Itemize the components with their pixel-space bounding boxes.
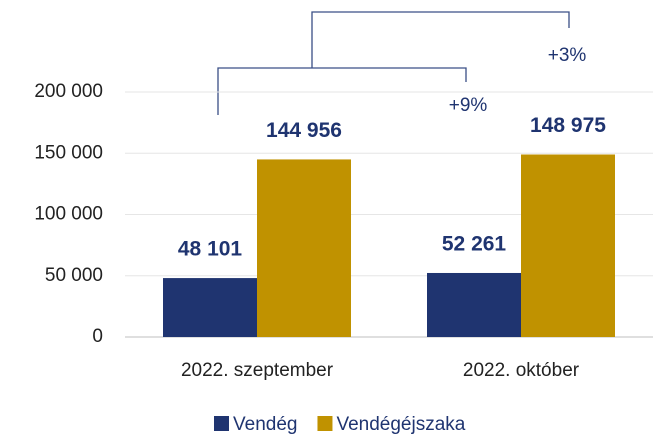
bar <box>427 272 521 337</box>
legend-label: Vendég <box>233 414 297 435</box>
x-tick-label: 2022. október <box>463 360 580 381</box>
value-label: 52 261 <box>442 233 507 256</box>
legend-swatch <box>317 416 333 431</box>
bar <box>257 159 351 337</box>
annotation: +9% <box>449 95 488 116</box>
y-tick-label: 100 000 <box>34 204 103 225</box>
y-tick-label: 150 000 <box>34 142 103 163</box>
y-tick-label: 200 000 <box>34 81 103 102</box>
bracket <box>311 11 570 68</box>
value-label: 148 975 <box>530 114 606 137</box>
x-tick-label: 2022. szeptember <box>181 360 334 381</box>
bar <box>521 154 615 337</box>
legend-label: Vendégéjszaka <box>336 414 465 435</box>
value-label: 144 956 <box>266 119 342 142</box>
bar <box>163 278 257 337</box>
y-tick-label: 50 000 <box>45 265 103 286</box>
legend-swatch <box>214 416 229 431</box>
y-tick-label: 0 <box>92 326 103 347</box>
annotation: +3% <box>548 45 587 66</box>
value-label: 48 101 <box>178 238 243 261</box>
